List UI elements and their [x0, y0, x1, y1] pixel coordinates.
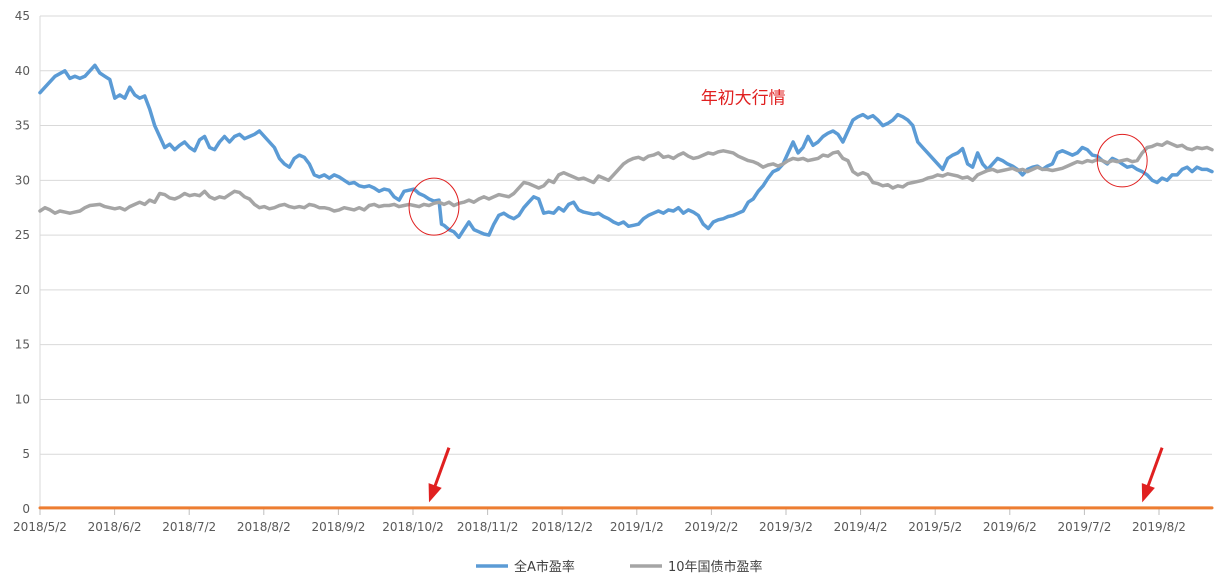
x-axis: 2018/5/2 2018/6/2 2018/7/2 2018/8/2 2018/9/2…: [13, 509, 1186, 534]
x-tick-label: 2019/7/2: [1057, 520, 1111, 534]
x-tick-label: 2018/10/2: [382, 520, 444, 534]
x-tick-label: 2018/9/2: [311, 520, 365, 534]
y-tick-label: 30: [15, 173, 30, 187]
series-line-0: [38, 63, 1214, 240]
x-tick-label: 2018/12/2: [531, 520, 593, 534]
legend: 全A市盈率 10年国债市盈率: [476, 559, 763, 575]
x-tick-label: 2018/5/2: [13, 520, 67, 534]
y-tick-label: 35: [15, 119, 30, 133]
highlight-ellipse: [1096, 133, 1148, 188]
x-tick-label: 2019/4/2: [834, 520, 888, 534]
annotations: 年初大行情: [408, 89, 1164, 503]
x-tick-label: 2019/1/2: [610, 520, 664, 534]
y-tick-label: 0: [22, 502, 30, 516]
y-tick-label: 15: [15, 338, 30, 352]
y-tick-label: 20: [15, 283, 30, 297]
y-axis: 0 5 10 15 20 25 30 35 40 45: [15, 9, 41, 516]
x-tick-label: 2018/11/2: [457, 520, 519, 534]
y-tick-label: 25: [15, 228, 30, 242]
x-tick-label: 2019/8/2: [1132, 520, 1186, 534]
y-tick-label: 45: [15, 9, 30, 23]
series-lines: [38, 63, 1214, 510]
x-tick-label: 2019/6/2: [983, 520, 1037, 534]
x-tick-label: 2018/8/2: [237, 520, 291, 534]
x-tick-label: 2019/5/2: [908, 520, 962, 534]
y-tick-label: 10: [15, 392, 30, 406]
red-arrow-icon: [1141, 447, 1164, 503]
legend-label: 10年国债市盈率: [668, 559, 763, 575]
red-arrow-icon: [428, 447, 451, 503]
x-tick-label: 2018/6/2: [88, 520, 142, 534]
annotation-text: 年初大行情: [701, 89, 786, 109]
x-tick-label: 2019/2/2: [684, 520, 738, 534]
legend-label: 全A市盈率: [514, 559, 575, 575]
x-tick-label: 2019/3/2: [759, 520, 813, 534]
highlight-ellipse: [408, 177, 460, 236]
gridlines: [40, 15, 1212, 510]
x-tick-label: 2018/7/2: [162, 520, 216, 534]
y-tick-label: 5: [22, 447, 30, 461]
series-line-1: [38, 140, 1214, 215]
y-tick-label: 40: [15, 64, 30, 78]
